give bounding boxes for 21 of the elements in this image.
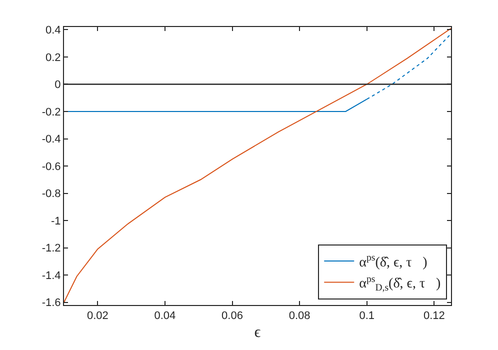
y-tick-label: -0.2 (42, 106, 61, 118)
legend-label: α$^{ps}$$_{D,s}$(δ̂, ϵ, τ⃗) (359, 274, 441, 294)
y-tick-label: -1.6 (42, 297, 61, 310)
y-tick-label: 0.2 (46, 52, 61, 64)
x-tick-label: 0.12 (423, 310, 445, 322)
x-tick-label: 0.08 (288, 310, 310, 322)
y-tick-label: -0.6 (42, 160, 61, 173)
line-series (64, 28, 451, 303)
legend-label: α$^{ps}$(δ̂, ϵ, τ⃗) (359, 252, 428, 270)
y-tick-label: 0 (54, 79, 61, 92)
y-tick-label: -0.8 (42, 188, 61, 200)
x-tick-label: 0.02 (86, 310, 108, 322)
y-tick-label: -1.4 (42, 270, 61, 282)
y-tick-label: -1.2 (42, 242, 61, 255)
y-tick-label: 0.4 (46, 24, 61, 37)
y-tick-label: -1 (51, 215, 61, 228)
x-tick-label: 0.06 (222, 310, 243, 322)
x-axis-title: ϵ (254, 324, 262, 341)
x-tick-label: 0.1 (359, 310, 375, 322)
y-tick-label: -0.4 (42, 134, 61, 146)
x-tick-label: 0.04 (154, 310, 176, 322)
